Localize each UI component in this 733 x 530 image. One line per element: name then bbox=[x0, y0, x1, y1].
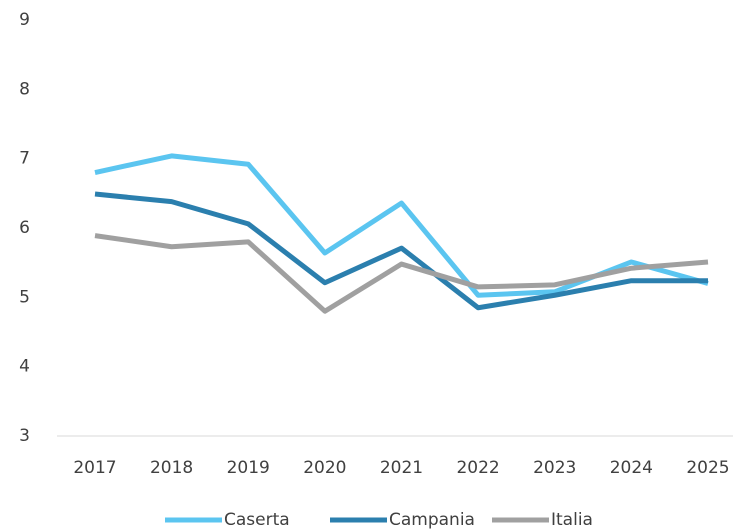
x-tick-label: 2025 bbox=[686, 458, 729, 478]
y-tick-label: 4 bbox=[19, 357, 30, 377]
x-tick-label: 2017 bbox=[73, 458, 116, 478]
x-tick-label: 2024 bbox=[610, 458, 653, 478]
x-tick-label: 2018 bbox=[150, 458, 193, 478]
y-tick-label: 7 bbox=[19, 149, 30, 169]
legend-label: Caserta bbox=[224, 510, 290, 530]
y-tick-label: 6 bbox=[19, 218, 30, 238]
series-line bbox=[94, 191, 708, 311]
x-tick-label: 2019 bbox=[227, 458, 270, 478]
y-tick-label: 9 bbox=[19, 10, 30, 30]
x-tick-label: 2022 bbox=[456, 458, 499, 478]
legend-label: Campania bbox=[389, 510, 475, 530]
y-tick-label: 3 bbox=[19, 426, 30, 446]
x-tick-label: 2021 bbox=[380, 458, 423, 478]
x-tick-label: 2020 bbox=[303, 458, 346, 478]
y-tick-label: 5 bbox=[19, 287, 30, 307]
series-line bbox=[94, 153, 709, 298]
series-line bbox=[94, 233, 709, 314]
x-tick-label: 2023 bbox=[533, 458, 576, 478]
legend-label: Italia bbox=[551, 510, 593, 530]
y-tick-label: 8 bbox=[19, 79, 30, 99]
